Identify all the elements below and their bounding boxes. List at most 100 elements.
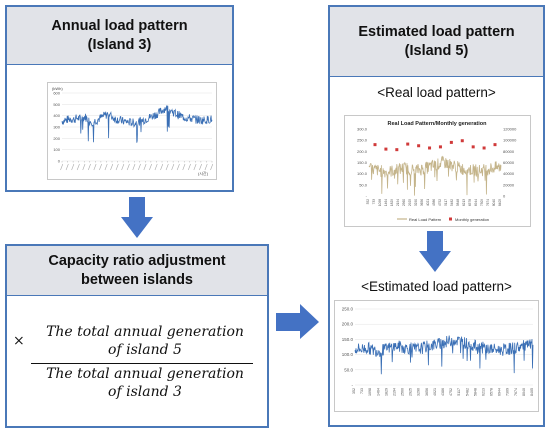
- annual-load-title: Annual load pattern: [51, 17, 188, 34]
- island3-x-tick-label: [82, 163, 86, 171]
- island3-x-tick-label: [121, 163, 125, 171]
- island3-chart: (kWh) 600 500 400 300 200 100 0 (시간): [47, 82, 217, 180]
- annual-load-header: Annual load pattern (Island 3): [7, 7, 232, 65]
- numerator-line2: of island 5: [108, 341, 182, 358]
- estimated-x-tick: 7309: [506, 388, 510, 396]
- island3-y-tick: 200: [53, 136, 60, 141]
- annual-load-subtitle: (Island 3): [87, 36, 152, 53]
- estimated-load-subtitle: (Island 5): [404, 42, 469, 59]
- real-load-x-tick: 2560: [402, 199, 406, 206]
- real-load-x-tick: 4021: [426, 199, 430, 206]
- estimated-x-tick: 7674: [514, 388, 518, 396]
- monthly-generation-point: [406, 142, 410, 146]
- capacity-ratio-header: Capacity ratio adjustment between island…: [7, 246, 267, 296]
- monthly-generation-point: [417, 144, 421, 148]
- real-load-x-tick: 6944: [474, 199, 478, 206]
- estimated-x-tick: 2194: [392, 388, 396, 396]
- real-load-caption: <Real load pattern>: [377, 85, 496, 100]
- estimated-x-tick: 2560: [401, 388, 405, 396]
- estimated-x-tick: 1098: [368, 388, 372, 396]
- real-load-x-tick: 6578: [468, 199, 472, 206]
- real-load-x-tick: 2925: [408, 199, 412, 206]
- estimated-x-tick: 6578: [490, 388, 494, 396]
- estimated-x-tick: 8405: [530, 388, 534, 396]
- real-load-x-tick: 3656: [420, 199, 424, 206]
- legend-monthly-gen-swatch: [449, 217, 452, 221]
- real-load-y-tick: 100.0: [357, 171, 368, 176]
- real-load-x-tick: 7674: [486, 199, 490, 206]
- monthly-generation-point: [482, 146, 486, 150]
- real-load-y2-tick: 120000: [503, 127, 517, 132]
- real-load-x-tick: 352: [366, 199, 370, 205]
- real-load-x-tick: 5117: [444, 199, 448, 206]
- legend-monthly-gen-label: Monthly generation: [455, 217, 489, 222]
- estimated-x-tick: 6944: [498, 388, 502, 396]
- island3-x-tick-label: [149, 163, 152, 171]
- formula-denominator: The total annual generation of island 3: [29, 366, 261, 401]
- formula-numerator: The total annual generation of island 5: [29, 324, 261, 359]
- real-load-y-tick: -: [366, 194, 368, 199]
- real-load-y2-tick: 0: [503, 194, 506, 199]
- estimated-y-tick: 250.0: [342, 307, 354, 312]
- island3-x-tick-label: [76, 163, 80, 171]
- island3-y-tick: 500: [53, 102, 60, 107]
- estimated-x-tick: 1464: [376, 388, 380, 396]
- estimated-load-series: [354, 335, 534, 375]
- estimated-x-tick: 3656: [425, 388, 429, 396]
- real-load-y2-tick: 100000: [503, 138, 517, 143]
- capacity-ratio-title: Capacity ratio adjustment: [48, 252, 226, 269]
- estimated-x-tick: 3290: [417, 388, 421, 396]
- island3-x-tick-label: [132, 163, 136, 171]
- estimated-load-caption: <Estimated load pattern>: [361, 279, 512, 294]
- island3-x-tick-label: [204, 163, 208, 171]
- estimated-y-tick: 100.0: [342, 352, 354, 357]
- estimated-x-tick: 5482: [465, 388, 469, 396]
- island3-x-tick-label: [199, 163, 202, 171]
- capacity-ratio-panel: Capacity ratio adjustment between island…: [5, 244, 269, 428]
- real-load-x-tick: 5848: [456, 199, 460, 206]
- real-load-series: [368, 155, 502, 196]
- island3-ylabel: (kWh): [52, 86, 63, 91]
- island3-x-tick-label: [110, 163, 114, 171]
- real-load-x-tick: 7309: [480, 199, 484, 206]
- real-load-x-tick: 1098: [378, 199, 382, 206]
- island3-xlabel: (시간): [198, 170, 209, 176]
- island3-x-tick-label: [160, 163, 164, 171]
- estimated-x-tick: 1829: [384, 388, 388, 396]
- denominator-line2: of island 3: [108, 383, 182, 400]
- island3-y-tick: 300: [53, 125, 60, 130]
- real-load-x-tick: 8040: [492, 199, 496, 206]
- monthly-generation-point: [438, 145, 442, 149]
- estimated-x-tick: 2925: [409, 388, 413, 396]
- island3-x-tick-label: [193, 163, 197, 171]
- island3-y-tick: 0: [58, 159, 61, 164]
- estimated-x-tick: 4752: [449, 388, 453, 396]
- arrow-right-icon: [276, 304, 319, 339]
- real-load-x-tick: 4386: [432, 199, 436, 206]
- island3-x-tick-label: [99, 163, 102, 171]
- monthly-generation-point: [373, 143, 377, 147]
- estimated-load-title: Estimated load pattern: [358, 23, 515, 40]
- real-load-chart-title: Real Load Pattern/Monthly generation: [387, 121, 487, 127]
- island3-x-tick-label: [154, 163, 158, 171]
- estimated-x-tick: 6213: [481, 388, 485, 396]
- arrow-down-icon: [121, 197, 153, 238]
- real-load-x-tick: 1464: [384, 199, 388, 206]
- estimated-y-tick: 50.0: [344, 367, 353, 372]
- island3-x-tick-label: [182, 163, 186, 171]
- island3-x-tick-label: [143, 163, 147, 171]
- island3-x-tick-label: [65, 163, 69, 171]
- island3-y-tick: 100: [53, 147, 60, 152]
- real-load-x-tick: 1829: [390, 199, 394, 206]
- estimated-x-tick: 4021: [433, 388, 437, 396]
- island3-x-tick-label: [60, 163, 64, 171]
- real-load-x-tick: 3290: [414, 199, 418, 206]
- estimated-x-tick: 5848: [473, 388, 477, 396]
- island3-x-tick-label: [93, 163, 97, 171]
- estimated-y-tick: 150.0: [342, 337, 354, 342]
- island3-y-tick: 400: [53, 113, 60, 118]
- estimated-y-tick: 200.0: [342, 322, 354, 327]
- monthly-generation-point: [493, 143, 497, 147]
- estimated-load-panel: Estimated load pattern (Island 5) <Real …: [328, 5, 545, 427]
- annual-load-panel: Annual load pattern (Island 3) (kWh) 600…: [5, 5, 234, 192]
